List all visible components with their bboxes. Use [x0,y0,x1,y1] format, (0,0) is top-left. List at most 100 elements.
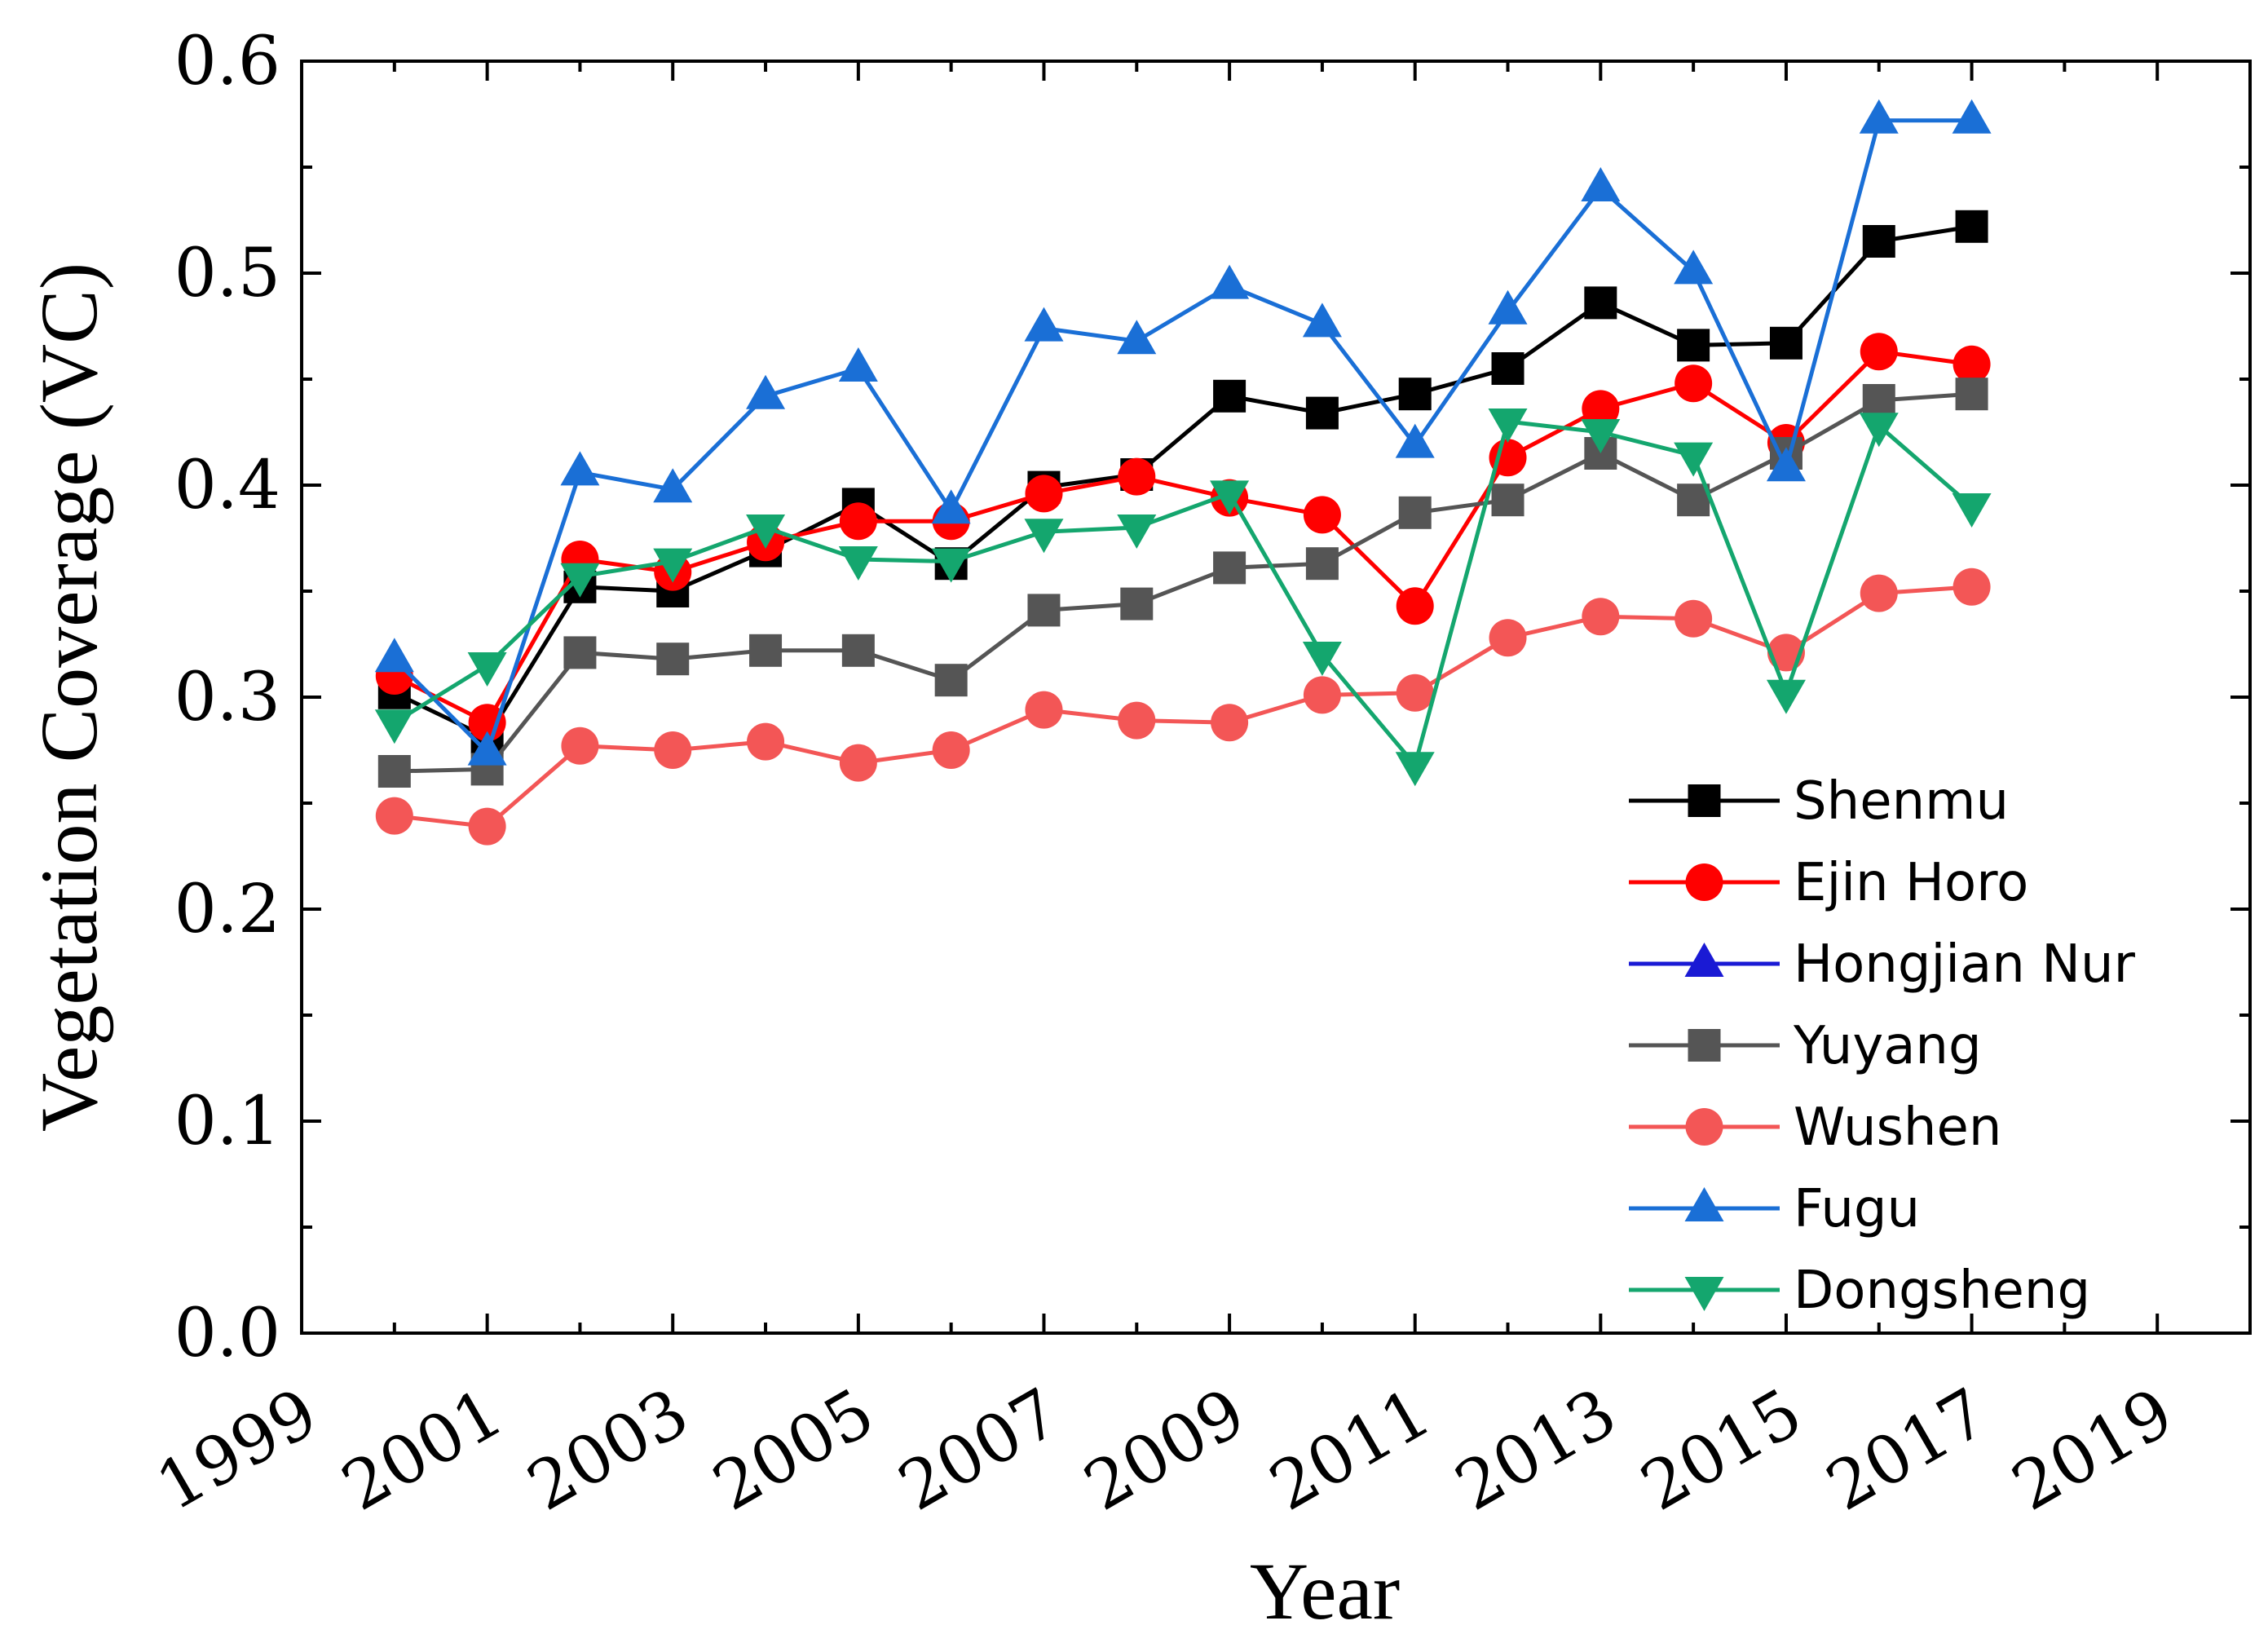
data-point-ejin-horo [1303,496,1341,534]
legend-marker [1684,1187,1724,1221]
data-point-yuyang [1398,496,1432,529]
y-tick-label: 0.0 [174,1295,280,1372]
data-point-yuyang [1862,384,1895,417]
data-point-ejin-horo [839,502,877,541]
legend-item-shenmu: Shenmu [1629,771,2009,832]
legend-marker [1685,863,1723,901]
data-point-yuyang [1213,551,1247,585]
legend-item-fugu: Fugu [1629,1179,1920,1239]
legend-label: Dongsheng [1794,1261,2090,1321]
legend-item-yuyang: Yuyang [1629,1016,1982,1076]
data-point-wushen [1860,574,1898,612]
data-point-ejin-horo [1582,390,1620,428]
data-point-wushen [561,726,599,765]
data-point-wushen [1025,691,1063,729]
data-point-yuyang [377,755,411,788]
data-point-ejin-horo [1953,345,1991,383]
data-point-fugu [560,451,600,486]
data-point-dongsheng [1488,408,1528,443]
data-point-fugu [1024,307,1064,342]
legend-label: Hongjian Nur [1794,934,2136,995]
data-point-wushen [1211,704,1249,742]
data-point-ejin-horo [1025,475,1063,513]
legend-item-hongjian-nur: Hongjian Nur [1629,934,2136,995]
data-point-shenmu [1398,378,1432,411]
series-layer [374,99,1992,846]
legend-item-ejin-horo: Ejin Horo [1629,853,2028,913]
legend-marker [1685,1108,1723,1146]
data-point-dongsheng [1024,519,1064,554]
data-point-yuyang [749,634,783,667]
legend-item-dongsheng: Dongsheng [1629,1261,2090,1321]
data-point-fugu [746,374,786,409]
data-point-dongsheng [1581,419,1621,453]
data-point-wushen [375,797,413,835]
data-point-dongsheng [374,709,414,744]
legend-label: Fugu [1794,1179,1920,1239]
data-point-wushen [747,722,785,761]
legend-marker [1684,943,1724,977]
legend-marker [1688,1029,1721,1062]
data-point-fugu [1488,289,1528,325]
legend: Shenmu Ejin Horo Hongjian Nur Yuyang Wushen F… [1629,771,2136,1321]
y-tick-label: 0.3 [174,659,280,736]
series-fugu [374,99,1992,766]
data-point-wushen [1118,701,1156,740]
data-point-shenmu [1769,326,1802,360]
data-point-fugu [1859,99,1899,134]
data-point-wushen [1675,599,1713,638]
data-point-wushen [1953,567,1991,606]
data-point-dongsheng [653,548,693,583]
data-point-shenmu [1584,286,1617,320]
data-point-fugu [1952,99,1992,134]
legend-item-wushen: Wushen [1629,1097,2001,1158]
data-point-wushen [1303,676,1341,714]
y-tick-label: 0.2 [174,871,280,948]
data-point-dongsheng [467,652,507,687]
data-point-fugu [1674,250,1714,285]
data-point-wushen [1582,598,1620,636]
data-point-wushen [1489,619,1527,657]
data-point-wushen [468,807,506,846]
legend-marker [1688,784,1721,817]
data-point-yuyang [1677,484,1710,517]
data-point-shenmu [1677,329,1710,362]
data-point-yuyang [563,636,597,669]
data-point-fugu [1581,167,1621,201]
data-point-ejin-horo [1118,457,1156,496]
data-point-fugu [1302,303,1342,338]
data-point-dongsheng [1859,413,1899,448]
data-point-dongsheng [1210,480,1250,515]
data-point-shenmu [1305,396,1339,430]
data-point-yuyang [1120,587,1154,620]
data-point-yuyang [656,643,690,676]
legend-marker [1684,1277,1724,1311]
data-point-fugu [374,638,414,673]
data-point-ejin-horo [1860,333,1898,371]
data-point-dongsheng [931,548,971,583]
data-point-fugu [1210,264,1250,299]
y-axis-title: Vegetation Coverage (VC) [24,263,114,1132]
data-point-dongsheng [1395,752,1435,787]
data-point-dongsheng [1302,642,1342,676]
data-point-shenmu [1955,210,1988,243]
data-point-dongsheng [560,563,600,598]
legend-label: Ejin Horo [1794,853,2028,913]
y-tick-label: 0.4 [174,447,280,524]
data-point-wushen [1396,673,1434,712]
data-point-ejin-horo [468,704,506,742]
data-point-yuyang [1491,484,1525,517]
data-point-yuyang [1955,378,1988,411]
data-point-ejin-horo [1675,364,1713,403]
data-point-yuyang [934,664,968,697]
data-point-wushen [932,731,970,769]
legend-label: Yuyang [1793,1016,1982,1076]
series-dongsheng [374,408,1992,787]
data-point-dongsheng [1117,514,1157,549]
series-line-fugu [393,118,1972,755]
data-point-yuyang [841,634,875,667]
data-point-fugu [931,489,971,524]
data-point-wushen [839,744,877,782]
data-point-dongsheng [1766,679,1806,714]
